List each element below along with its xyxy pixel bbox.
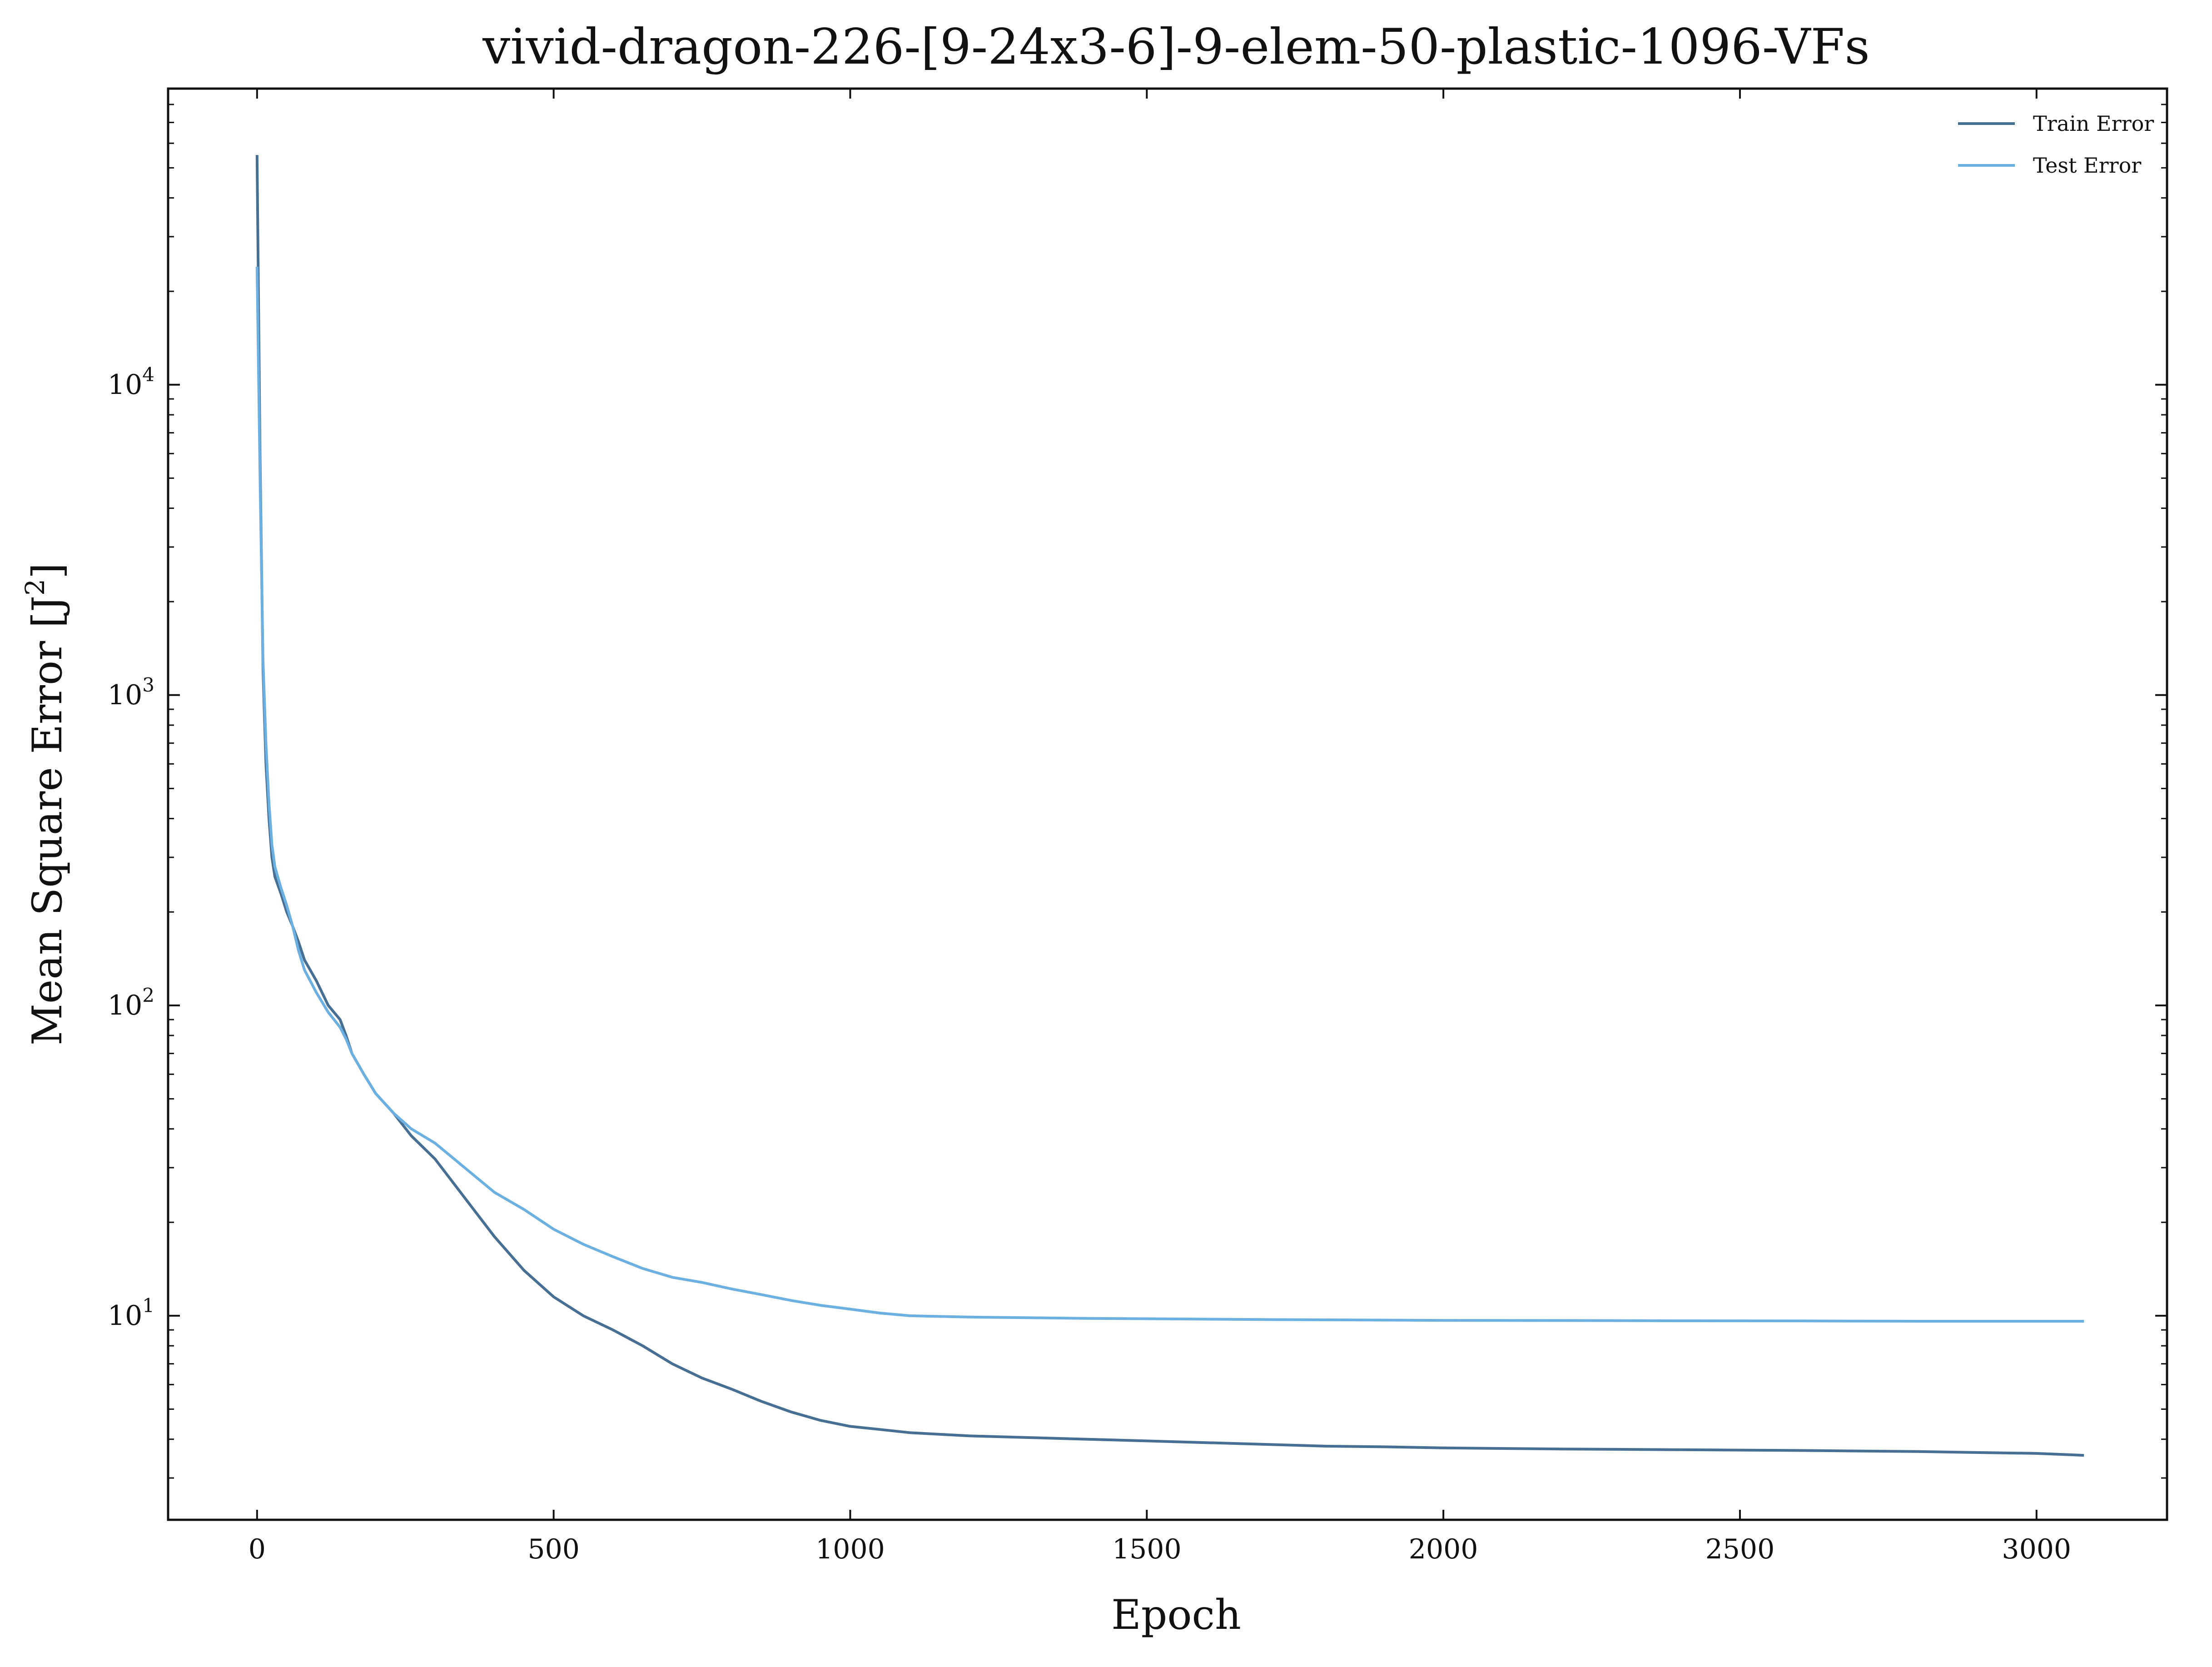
x-tick-label: 2000	[1409, 1533, 1478, 1565]
x-tick-label: 0	[249, 1533, 266, 1565]
x-tick-label: 2500	[1705, 1533, 1775, 1565]
x-tick-label: 1000	[815, 1533, 885, 1565]
y-axis-label-exponent: 2	[20, 579, 50, 596]
x-axis-label: Epoch	[1111, 1591, 1241, 1639]
x-tick-label: 3000	[2002, 1533, 2071, 1565]
legend-label-1: Train Error	[2033, 111, 2154, 136]
y-axis-label-suffix: ]	[24, 563, 71, 579]
y-axis-label-prefix: Mean Square Error [J	[24, 596, 71, 1045]
y-axis-label: Mean Square Error [J2]	[20, 563, 71, 1045]
x-tick-label: 1500	[1112, 1533, 1182, 1565]
x-tick-label: 500	[527, 1533, 580, 1565]
legend-label-2: Test Error	[2033, 153, 2141, 178]
chart-title: vivid-dragon-226-[9-24x3-6]-9-elem-50-pl…	[482, 19, 1870, 75]
